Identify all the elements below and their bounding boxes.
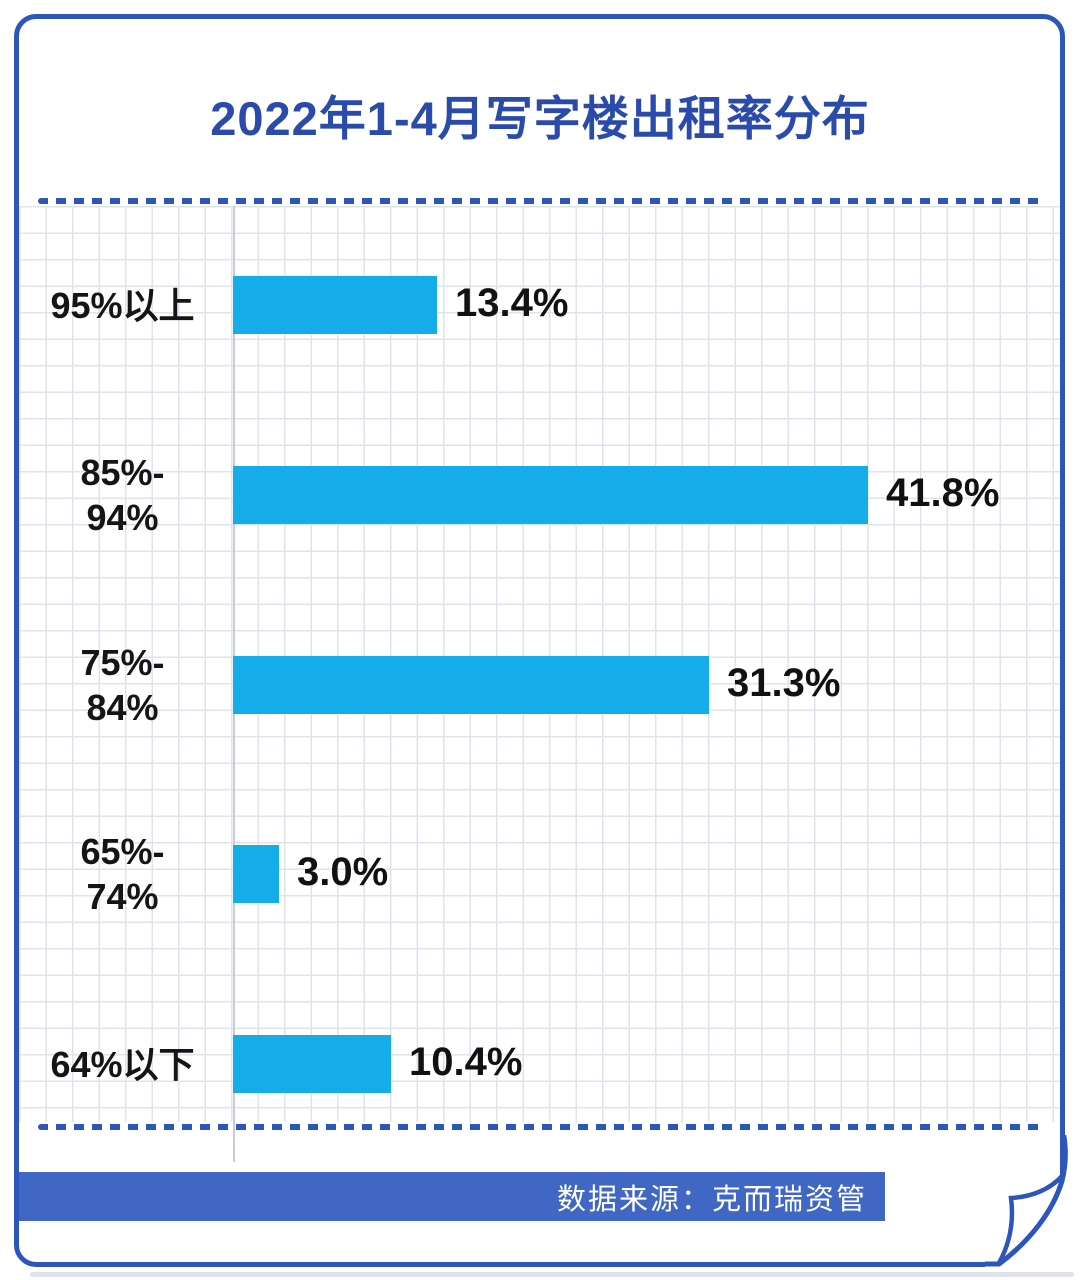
category-label: 64%以下 [50, 1043, 195, 1085]
category-label: 85%- 94% [80, 451, 165, 538]
bar [233, 276, 437, 334]
page-curl-icon [985, 1135, 1080, 1280]
value-label: 13.4% [455, 281, 569, 325]
value-label: 41.8% [886, 470, 1000, 515]
category-label: 75%- 84% [80, 641, 165, 728]
bar [233, 465, 868, 524]
value-label: 31.3% [727, 660, 841, 705]
category-label: 95%以上 [50, 284, 195, 326]
top-dotted-divider [38, 198, 1044, 204]
chart-title: 2022年1-4月写字楼出租率分布 [210, 92, 870, 145]
bar [233, 1035, 391, 1094]
source-badge: 数据来源：克而瑞资管 [19, 1172, 885, 1221]
value-label: 3.0% [297, 850, 389, 895]
value-label: 10.4% [409, 1040, 523, 1085]
source-label: 数据来源：克而瑞资管 [556, 1183, 867, 1216]
bar [233, 655, 709, 714]
bar [233, 845, 279, 904]
card-shadow [30, 1272, 1074, 1277]
bottom-dotted-divider [38, 1124, 1044, 1130]
category-label: 65%- 74% [80, 831, 165, 918]
